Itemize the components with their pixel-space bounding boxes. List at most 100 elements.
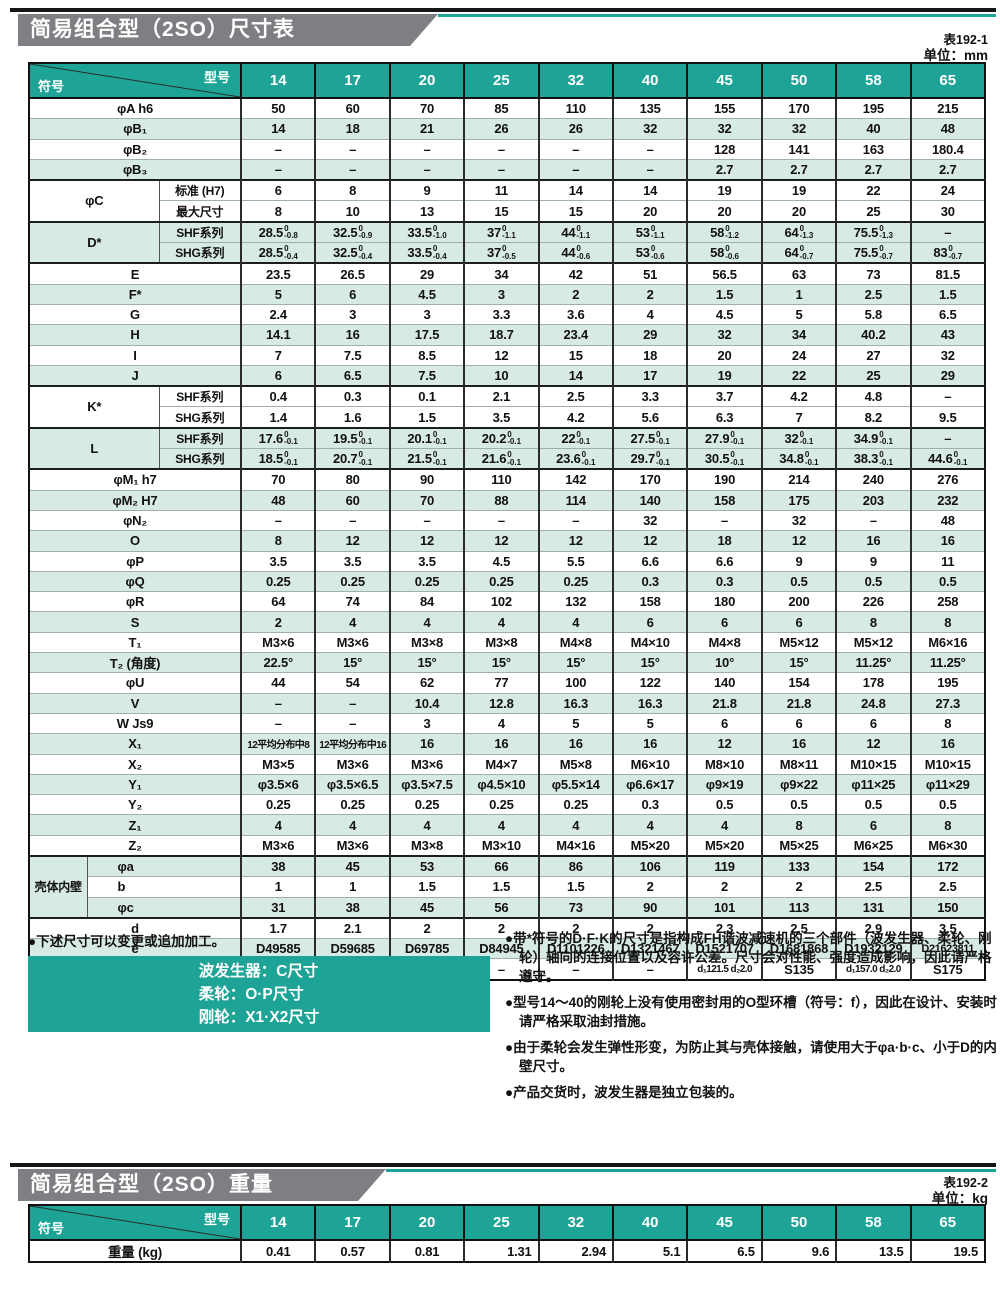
row-label: X₁ xyxy=(29,733,242,754)
row-label: φc xyxy=(86,896,242,918)
value-cell: M3×6 xyxy=(314,631,390,653)
table-row: F* 5 6 4.5 3 2 2 1.5 1 2.5 1.5 xyxy=(29,283,985,305)
table-row: φQ 0.25 0.25 0.25 0.25 0.25 0.3 0.3 0.5 0.5 0.5 xyxy=(29,570,985,592)
value-cell: 3.5 xyxy=(909,916,985,939)
value-cell: 214 xyxy=(760,468,837,491)
value-cell: 6.3 xyxy=(686,406,762,428)
value-cell: 32 xyxy=(909,344,985,366)
value-cell: 6.6 xyxy=(611,550,688,572)
value-cell: 48 xyxy=(909,509,985,531)
value-cell: 53 0 -1.1 xyxy=(611,220,688,243)
row-label: φC xyxy=(29,179,159,222)
value-cell: 276 xyxy=(909,468,985,491)
value-cell: M6×30 xyxy=(909,834,985,856)
value-cell: 100 xyxy=(537,672,613,694)
value-cell: 0.25 xyxy=(314,570,390,592)
value-cell: 2.5 xyxy=(835,283,911,305)
value-cell: 2.3 xyxy=(686,916,762,939)
value-cell: 4.2 xyxy=(537,406,613,428)
value-cell: D1101226 xyxy=(537,938,613,959)
value-cell: 25 xyxy=(835,364,911,387)
value-cell: 4 xyxy=(314,611,390,633)
table-row: V – –10.4 12.8 16.3 16.3 21.8 21.8 24.8 27.3 xyxy=(29,692,985,714)
top-rule-2 xyxy=(10,1163,996,1167)
table-row: φR 64 74 84 102 132 158 180 200 226 258 xyxy=(29,591,985,612)
value-cell: 34 xyxy=(463,262,539,285)
value-cell: 33.5 0 -0.4 xyxy=(388,242,465,264)
value-cell: 29 xyxy=(388,262,465,285)
value-cell: 83 0 -0.7 xyxy=(909,242,985,264)
value-cell: 9 xyxy=(835,550,911,572)
row-label: φB₃ xyxy=(29,158,242,181)
table-row: φM₂ H7 48 60 70 88 114 140 158 175 203 232 xyxy=(29,489,985,511)
value-cell: S175 xyxy=(909,958,985,980)
table-row: φA h6 50 60 70 85 110 135 155 170 195 215 xyxy=(29,97,985,119)
row-label: X₂ xyxy=(29,753,242,775)
value-cell: 9 xyxy=(388,179,465,201)
value-cell: 17.6 0 -0.1 xyxy=(240,426,316,449)
model-header-cell: 20 xyxy=(388,63,465,99)
table-row: G 2.4 3 3 3.3 3.6 4 4.5 5 5.8 6.5 xyxy=(29,303,985,325)
value-cell: 11 xyxy=(463,179,539,201)
value-cell: 6 xyxy=(835,814,911,836)
value-cell: – xyxy=(611,138,688,160)
dimension-table-banner: 简易组合型（2SO）尺寸表 xyxy=(18,14,438,46)
value-cell: 14 xyxy=(537,364,613,387)
row-label: Y₂ xyxy=(29,794,242,815)
table-row: 最大尺寸 8 10 13 15 15 20 20 20 25 30 xyxy=(29,200,985,222)
value-cell: 62 xyxy=(388,672,465,694)
value-cell: 2 xyxy=(611,283,688,305)
value-cell: – xyxy=(314,509,390,531)
value-cell: 2 xyxy=(760,876,837,898)
value-cell: 4.5 xyxy=(463,550,539,572)
value-cell: 16 xyxy=(463,733,539,754)
value-cell: M3×6 xyxy=(314,753,390,775)
value-cell: 22.5° xyxy=(240,652,316,673)
value-cell: 0.25 xyxy=(240,794,316,815)
value-cell: 26 xyxy=(537,118,613,140)
header-row: 型号 符号 14 17 20 25 32 40 45 50 58 65 xyxy=(29,63,985,99)
value-cell: 1.5 xyxy=(388,406,465,428)
value-cell: 17 xyxy=(611,364,688,387)
value-cell: 1.4 xyxy=(240,406,316,428)
value-cell: 4 xyxy=(388,814,465,836)
value-cell: φ5.5×14 xyxy=(537,773,613,795)
value-cell: 2.7 xyxy=(835,158,911,181)
value-cell: 4 xyxy=(240,814,316,836)
model-header-cell: 58 xyxy=(835,63,911,99)
value-cell: M3×6 xyxy=(388,753,465,775)
value-cell: M3×6 xyxy=(314,834,390,856)
value-cell: – xyxy=(463,158,539,181)
weight-row: 重量 (kg) 0.41 0.57 0.81 1.31 2.94 5.1 6.5 9.6 13.5… xyxy=(29,1239,985,1262)
value-cell: 15 xyxy=(537,200,613,222)
value-cell: 19 xyxy=(686,364,762,387)
table-row: X₁ 12平均分布中8 12平均分布中16 16 16 16 16 12 16 12 16 xyxy=(29,733,985,754)
value-cell: – xyxy=(240,509,316,531)
value-cell: 3.5 xyxy=(388,550,465,572)
value-cell: 15° xyxy=(760,652,837,673)
value-cell: 23.4 xyxy=(537,324,613,346)
value-cell: 3.7 xyxy=(686,385,762,407)
model-header-cell: 50 xyxy=(760,63,837,99)
model-header-cell: 17 xyxy=(314,63,390,99)
value-cell: 203 xyxy=(835,489,911,511)
value-cell: 32.5 0 -0.4 xyxy=(314,242,390,264)
value-cell: 38 xyxy=(314,896,390,918)
value-cell: 158 xyxy=(686,489,762,511)
value-cell: 8.5 xyxy=(388,344,465,366)
value-cell: 106 xyxy=(611,854,688,877)
value-cell: 16 xyxy=(760,733,837,754)
value-cell: – xyxy=(314,692,390,714)
value-cell: 172 xyxy=(909,854,985,877)
value-cell: 80 xyxy=(314,468,390,491)
model-header-cell: 14 xyxy=(240,63,316,99)
value-cell: – xyxy=(537,958,613,980)
model-header-cell: 14 xyxy=(240,1205,316,1241)
value-cell: 54 xyxy=(314,672,390,694)
value-cell: 42 xyxy=(537,262,613,285)
value-cell: 29 xyxy=(909,364,985,387)
table-row: T₂ (角度) 22.5° 15° 15° 15° 15° 15° 10° 15° 11.25° 1… xyxy=(29,652,985,673)
value-cell: 154 xyxy=(835,854,911,877)
value-cell: 3 xyxy=(388,712,465,734)
value-cell: 3 xyxy=(388,303,465,325)
